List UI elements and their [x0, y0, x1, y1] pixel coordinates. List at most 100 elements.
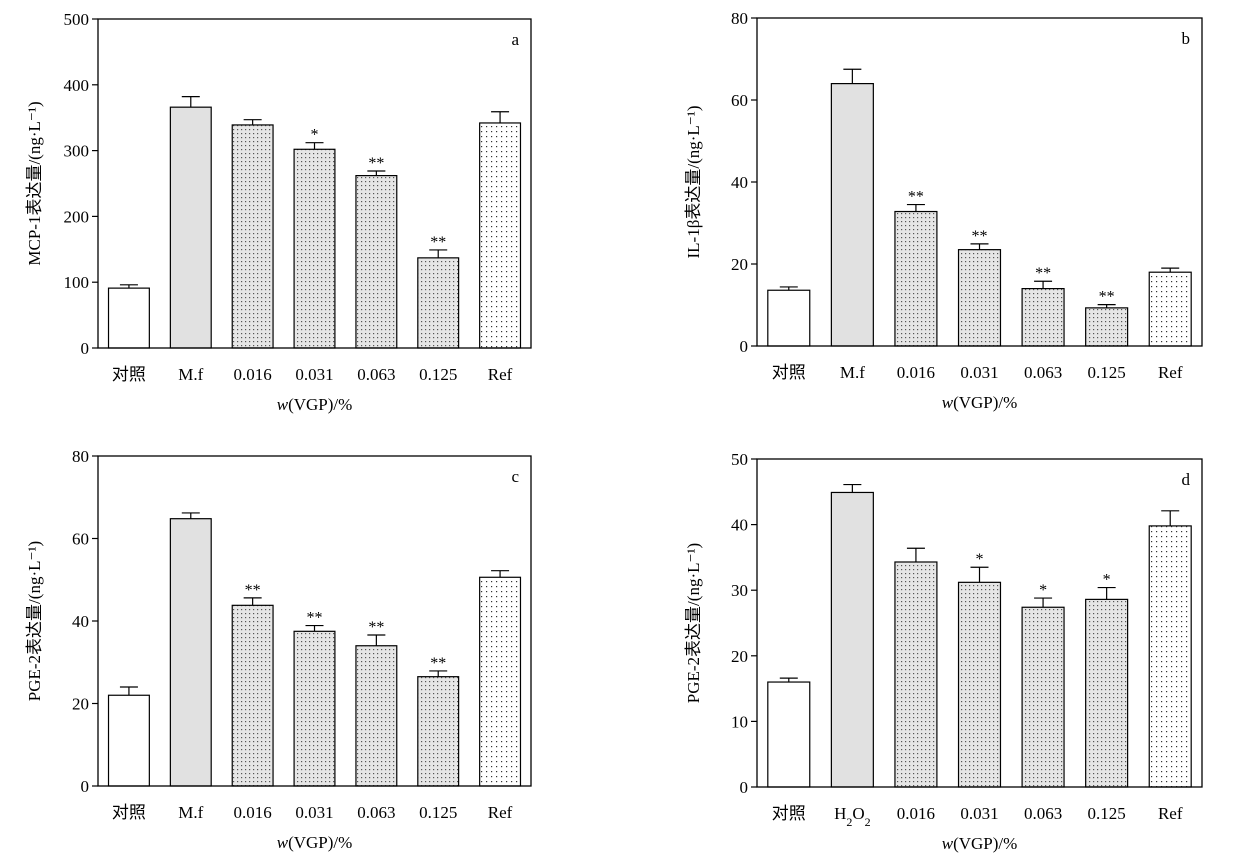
significance-d-5: *	[1103, 572, 1111, 589]
y-axis-title-b: IL-1β表达量/(ng·L⁻¹)	[684, 105, 703, 258]
y-tick-label-a-0: 0	[81, 339, 90, 358]
y-tick-label-d-2: 20	[731, 647, 748, 666]
bar-c-6	[479, 576, 522, 787]
bar-c-5	[417, 676, 460, 787]
plot-frame-a	[97, 18, 532, 349]
significance-d-4: *	[1039, 582, 1047, 599]
y-tick-label-c-0: 0	[81, 777, 90, 796]
category-label-a-4: 0.063	[357, 365, 395, 384]
bar-b-0	[767, 289, 811, 347]
significance-a-4: **	[368, 155, 384, 172]
bar-c-4	[355, 645, 398, 787]
y-axis-title-a: MCP-1表达量/(ng·L⁻¹)	[25, 101, 44, 265]
bar-d-0	[767, 681, 811, 788]
y-axis-title-c: PGE-2表达量/(ng·L⁻¹)	[25, 541, 44, 701]
bar-b-4	[1021, 288, 1065, 347]
significance-b-3: **	[972, 228, 988, 245]
category-label-a-6: Ref	[488, 365, 513, 384]
y-tick-label-b-0: 0	[740, 337, 749, 356]
plot-frame-d	[756, 458, 1203, 788]
y-tick-label-d-3: 30	[731, 581, 748, 600]
category-label-b-5: 0.125	[1088, 363, 1126, 382]
y-tick-label-b-3: 60	[731, 91, 748, 110]
significance-b-5: **	[1099, 289, 1115, 306]
category-label-b-1: M.f	[840, 363, 865, 382]
significance-b-4: **	[1035, 265, 1051, 282]
significance-b-2: **	[908, 189, 924, 206]
chart-panel-a: 对照 M.f 0.016 * 0.031 ** 0.063 ** 0.125 Ref 0 100 200…	[25, 10, 532, 414]
category-label-d-2: 0.016	[897, 804, 935, 823]
y-tick-label-b-4: 80	[731, 9, 748, 28]
y-tick-label-d-4: 40	[731, 516, 748, 535]
bar-b-3	[957, 249, 1002, 347]
y-axis-title-d: PGE-2表达量/(ng·L⁻¹)	[684, 543, 703, 703]
bar-d-5	[1085, 598, 1129, 788]
bar-d-2	[894, 561, 938, 788]
significance-c-2: **	[245, 582, 261, 599]
category-label-c-3: 0.031	[295, 803, 333, 822]
category-label-a-2: 0.016	[234, 365, 272, 384]
bar-d-1	[830, 491, 874, 788]
category-label-d-6: Ref	[1158, 804, 1183, 823]
category-label-b-2: 0.016	[897, 363, 935, 382]
bar-c-2	[231, 604, 274, 787]
y-tick-label-c-1: 20	[72, 695, 89, 714]
y-tick-label-a-2: 200	[64, 207, 90, 226]
bar-a-6	[479, 122, 522, 349]
significance-d-3: *	[976, 551, 984, 568]
y-tick-label-d-0: 0	[740, 778, 749, 797]
bar-a-0	[107, 287, 150, 349]
bar-c-3	[293, 630, 336, 787]
y-tick-label-b-1: 20	[731, 255, 748, 274]
panel-letter-b: b	[1182, 29, 1191, 48]
x-axis-title-a: w(VGP)/%	[277, 395, 353, 414]
category-label-b-0: 对照	[772, 363, 806, 382]
category-label-d-5: 0.125	[1088, 804, 1126, 823]
significance-c-5: **	[430, 655, 446, 672]
bar-a-1	[169, 106, 212, 349]
category-label-d-4: 0.063	[1024, 804, 1062, 823]
bar-a-3	[293, 148, 336, 349]
bar-d-6	[1148, 525, 1192, 788]
y-tick-label-a-1: 100	[64, 273, 90, 292]
chart-panel-d: 对照 H2O2 0.016 * 0.031 * 0.063 * 0.125 Ref 0 10 20 30 4…	[684, 450, 1203, 853]
category-label-b-3: 0.031	[960, 363, 998, 382]
y-tick-label-a-4: 400	[64, 76, 90, 95]
category-label-b-6: Ref	[1158, 363, 1183, 382]
bar-a-2	[231, 124, 274, 349]
significance-a-5: **	[430, 234, 446, 251]
y-tick-label-a-5: 500	[64, 10, 90, 29]
bar-c-1	[169, 518, 212, 787]
x-axis-title-d: w(VGP)/%	[942, 834, 1018, 853]
category-label-a-0: 对照	[112, 365, 146, 384]
bar-a-5	[417, 257, 460, 349]
bar-d-3	[957, 581, 1002, 788]
bar-d-4	[1021, 606, 1065, 788]
category-label-c-4: 0.063	[357, 803, 395, 822]
panel-letter-d: d	[1182, 470, 1191, 489]
y-tick-label-d-1: 10	[731, 712, 748, 731]
category-label-a-5: 0.125	[419, 365, 457, 384]
category-label-d-0: 对照	[772, 804, 806, 823]
category-label-b-4: 0.063	[1024, 363, 1062, 382]
bar-b-5	[1085, 307, 1129, 347]
category-label-a-3: 0.031	[295, 365, 333, 384]
chart-panel-b: 对照 M.f ** 0.016 ** 0.031 ** 0.063 ** 0.125 Ref 0 20 4…	[684, 9, 1203, 412]
category-label-c-1: M.f	[178, 803, 203, 822]
bar-a-4	[355, 175, 398, 349]
bar-b-1	[830, 82, 874, 347]
category-label-d-1: H2O2	[834, 804, 871, 829]
chart-panel-c: 对照 M.f ** 0.016 ** 0.031 ** 0.063 ** 0.125 Ref 0 20 4…	[25, 447, 532, 852]
y-tick-label-b-2: 40	[731, 173, 748, 192]
category-label-c-0: 对照	[112, 803, 146, 822]
y-tick-label-c-4: 80	[72, 447, 89, 466]
panel-letter-a: a	[511, 30, 519, 49]
category-label-c-6: Ref	[488, 803, 513, 822]
significance-a-3: *	[311, 127, 319, 144]
x-axis-title-c: w(VGP)/%	[277, 833, 353, 852]
bar-b-2	[894, 210, 938, 347]
y-tick-label-a-3: 300	[64, 142, 90, 161]
panel-letter-c: c	[511, 467, 519, 486]
bar-c-0	[107, 694, 150, 787]
